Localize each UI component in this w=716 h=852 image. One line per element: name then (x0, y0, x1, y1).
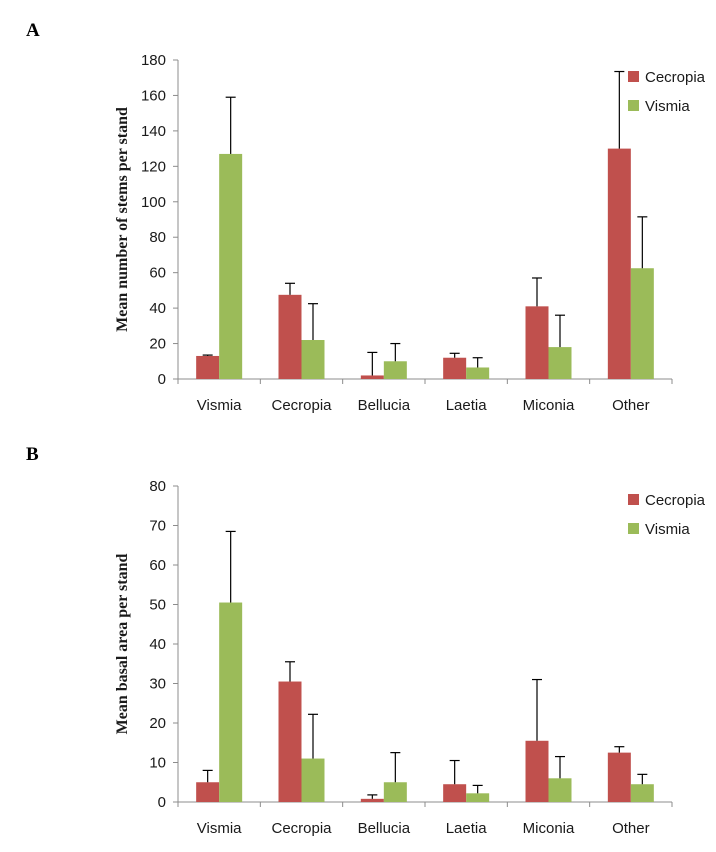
chart-b-legend-label-vismia: Vismia (645, 521, 690, 538)
panel-a-letter: A (26, 20, 40, 41)
chart-b-category-label: Miconia (523, 820, 575, 837)
chart-a-bar-cecropia (278, 294, 302, 379)
chart-b-category-label: Cecropia (271, 820, 332, 837)
chart-a-y-tick-label: 0 (158, 371, 166, 388)
chart-a-category-label: Cecropia (271, 397, 332, 414)
chart-a: 0 20 40 60 80 100 120 140 160 180 Mean number of s… (114, 52, 706, 414)
chart-b-legend-label-cecropia: Cecropia (645, 492, 706, 509)
chart-a-bar-cecropia (360, 375, 384, 379)
chart-b-bar-vismia (383, 782, 407, 802)
chart-a-legend-swatch-vismia (628, 100, 639, 111)
chart-a-category-label: Laetia (446, 397, 488, 414)
chart-a-legend-swatch-cecropia (628, 71, 639, 82)
chart-b-bar-cecropia (360, 798, 384, 802)
chart-b-bar-cecropia (443, 784, 467, 802)
chart-a-y-tick-label: 80 (149, 229, 166, 246)
chart-a-bar-vismia (219, 153, 243, 379)
chart-b-y-tick-label: 20 (149, 715, 166, 732)
chart-a-y-tick-label: 180 (141, 52, 166, 69)
chart-b-bar-cecropia (525, 740, 549, 802)
chart-a-y-tick-label: 160 (141, 87, 166, 104)
chart-a-bar-vismia (466, 367, 490, 379)
chart-a-category-label: Bellucia (358, 397, 411, 414)
chart-a-bar-cecropia (443, 357, 467, 379)
chart-b-y-tick-label: 80 (149, 478, 166, 495)
chart-a-y-tick-label: 120 (141, 158, 166, 175)
chart-b-y-tick-label: 70 (149, 518, 166, 535)
chart-a-y-tick-label: 140 (141, 123, 166, 140)
chart-b-bar-cecropia (278, 681, 302, 802)
chart-a-bar-cecropia (525, 306, 549, 379)
chart-b-bar-vismia (548, 778, 572, 802)
chart-b-y-tick-label: 50 (149, 597, 166, 614)
chart-a-bar-vismia (630, 268, 654, 379)
chart-b-y-tick-label: 30 (149, 676, 166, 693)
chart-b-y-tick-label: 10 (149, 755, 166, 772)
chart-b-bar-cecropia (196, 782, 220, 802)
chart-b-y-tick-label: 60 (149, 557, 166, 574)
chart-a-y-tick-label: 20 (149, 336, 166, 353)
chart-b-bar-vismia (301, 758, 325, 802)
chart-a-category-label: Miconia (523, 397, 575, 414)
chart-a-bar-vismia (548, 347, 572, 379)
chart-b-legend-swatch-vismia (628, 523, 639, 534)
chart-b-category-label: Vismia (197, 820, 242, 837)
chart-a-legend-label-cecropia: Cecropia (645, 69, 706, 86)
chart-a-category-label: Vismia (197, 397, 242, 414)
chart-a-y-axis-title: Mean number of stems per stand (114, 107, 131, 332)
chart-a-category-label: Other (612, 397, 650, 414)
chart-a-legend-label-vismia: Vismia (645, 98, 690, 115)
chart-b-category-label: Laetia (446, 820, 488, 837)
chart-b-legend-swatch-cecropia (628, 494, 639, 505)
chart-a-bar-cecropia (607, 148, 631, 379)
chart-b-y-axis-title: Mean basal area per stand (114, 554, 131, 735)
chart-a-bar-cecropia (196, 355, 220, 379)
chart-a-y-tick-label: 100 (141, 194, 166, 211)
chart-b-bar-vismia (466, 793, 490, 802)
chart-b-bar-vismia (630, 784, 654, 802)
chart-b-bar-cecropia (607, 752, 631, 802)
chart-b-y-tick-label: 0 (158, 794, 166, 811)
panel-b-letter: B (26, 444, 39, 465)
chart-b-bar-vismia (219, 602, 243, 802)
chart-a-y-tick-label: 40 (149, 300, 166, 317)
chart-b-y-tick-label: 40 (149, 636, 166, 653)
chart-a-bar-vismia (383, 361, 407, 379)
chart-b-category-label: Other (612, 820, 650, 837)
chart-a-y-tick-label: 60 (149, 265, 166, 282)
chart-b: 0 10 20 30 40 50 60 70 80 Mean basal area per sta… (114, 478, 706, 837)
chart-b-category-label: Bellucia (358, 820, 411, 837)
chart-a-bar-vismia (301, 340, 325, 379)
